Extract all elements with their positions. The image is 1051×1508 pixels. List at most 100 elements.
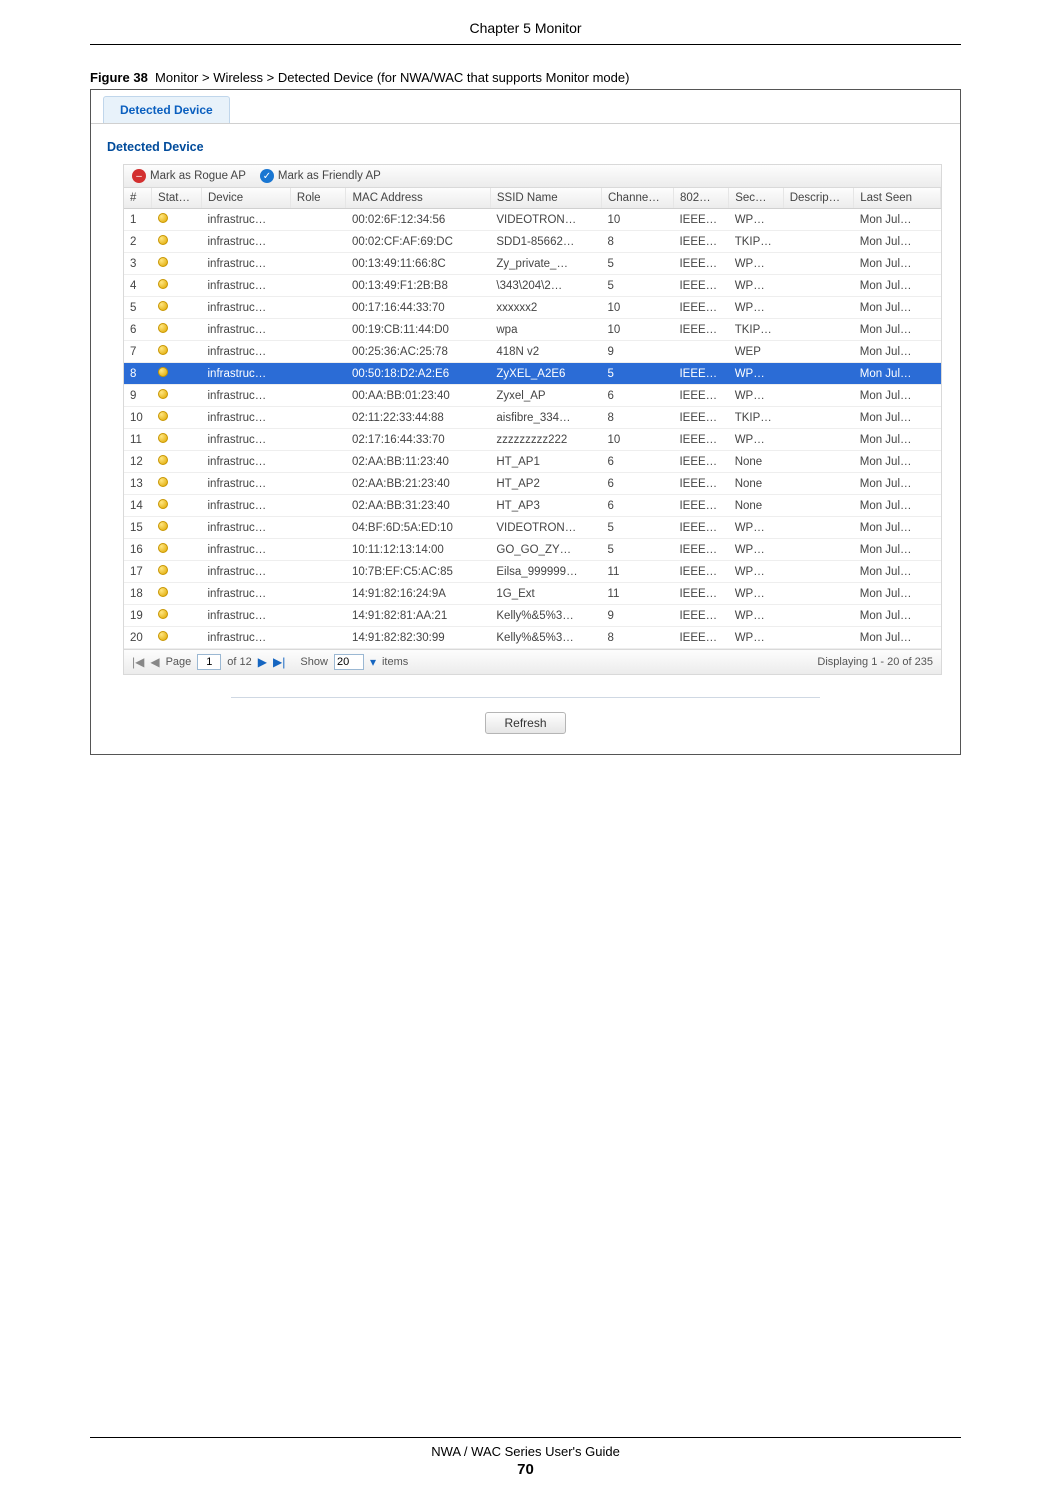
cell: HT_AP3 — [490, 495, 601, 517]
cell: WP… — [729, 385, 784, 407]
pager-last[interactable]: ▶| — [273, 655, 285, 669]
col-channel[interactable]: Channe… — [601, 188, 673, 209]
cell — [290, 407, 346, 429]
table-row[interactable]: 5infrastruc…00:17:16:44:33:70xxxxxx210IE… — [124, 297, 941, 319]
col-role[interactable]: Role — [290, 188, 346, 209]
cell: 00:02:CF:AF:69:DC — [346, 231, 490, 253]
cell — [290, 429, 346, 451]
status-icon — [158, 301, 168, 311]
mark-friendly-button[interactable]: ✓ Mark as Friendly AP — [260, 169, 381, 183]
cell — [290, 209, 346, 231]
cell: 13 — [124, 473, 152, 495]
cell: 2 — [124, 231, 152, 253]
cell: 8 — [601, 407, 673, 429]
table-row[interactable]: 6infrastruc…00:19:CB:11:44:D0wpa10IEEE…T… — [124, 319, 941, 341]
col-sec[interactable]: Sec… — [729, 188, 784, 209]
col-mac[interactable]: MAC Address — [346, 188, 490, 209]
table-row[interactable]: 17infrastruc…10:7B:EF:C5:AC:85Eilsa_9999… — [124, 561, 941, 583]
cell — [783, 297, 854, 319]
pager-show-input[interactable] — [334, 654, 364, 670]
cell: infrastruc… — [202, 473, 291, 495]
table-header-row: # Stat… Device Role MAC Address SSID Nam… — [124, 188, 941, 209]
status-icon — [158, 565, 168, 575]
pager-prev[interactable]: ◀ — [150, 655, 159, 669]
table-row[interactable]: 11infrastruc…02:17:16:44:33:70zzzzzzzzz2… — [124, 429, 941, 451]
cell — [152, 473, 202, 495]
refresh-button[interactable]: Refresh — [485, 712, 565, 734]
table-row[interactable]: 4infrastruc…00:13:49:F1:2B:B8\343\204\2…… — [124, 275, 941, 297]
cell: Mon Jul… — [854, 495, 941, 517]
pager-page-input[interactable] — [197, 654, 221, 670]
cell: aisfibre_334… — [490, 407, 601, 429]
col-status[interactable]: Stat… — [152, 188, 202, 209]
status-icon — [158, 345, 168, 355]
table-row[interactable]: 14infrastruc…02:AA:BB:31:23:40HT_AP36IEE… — [124, 495, 941, 517]
cell: WP… — [729, 583, 784, 605]
cell — [152, 495, 202, 517]
pager-next[interactable]: ▶ — [258, 655, 267, 669]
status-icon — [158, 477, 168, 487]
status-icon — [158, 389, 168, 399]
table-row[interactable]: 20infrastruc…14:91:82:82:30:99Kelly%&5%3… — [124, 627, 941, 649]
cell: WP… — [729, 253, 784, 275]
cell: WP… — [729, 561, 784, 583]
col-num[interactable]: # — [124, 188, 152, 209]
cell — [152, 319, 202, 341]
table-row[interactable]: 18infrastruc…14:91:82:16:24:9A1G_Ext11IE… — [124, 583, 941, 605]
col-ssid[interactable]: SSID Name — [490, 188, 601, 209]
panel-title: Detected Device — [107, 140, 946, 154]
cell — [290, 385, 346, 407]
cell: Mon Jul… — [854, 517, 941, 539]
table-row[interactable]: 10infrastruc…02:11:22:33:44:88aisfibre_3… — [124, 407, 941, 429]
status-icon — [158, 235, 168, 245]
table-row[interactable]: 9infrastruc…00:AA:BB:01:23:40Zyxel_AP6IE… — [124, 385, 941, 407]
cell: IEEE… — [673, 583, 728, 605]
cell: None — [729, 473, 784, 495]
col-802[interactable]: 802… — [673, 188, 728, 209]
cell: Mon Jul… — [854, 341, 941, 363]
cell — [783, 561, 854, 583]
cell: WP… — [729, 363, 784, 385]
figure-caption: Figure 38 Monitor > Wireless > Detected … — [90, 70, 961, 85]
table-row[interactable]: 8infrastruc…00:50:18:D2:A2:E6ZyXEL_A2E65… — [124, 363, 941, 385]
table-row[interactable]: 12infrastruc…02:AA:BB:11:23:40HT_AP16IEE… — [124, 451, 941, 473]
cell — [783, 627, 854, 649]
cell: 10 — [601, 429, 673, 451]
mark-rogue-button[interactable]: – Mark as Rogue AP — [132, 169, 246, 183]
pager-first[interactable]: |◀ — [132, 655, 144, 669]
cell — [783, 407, 854, 429]
table-row[interactable]: 15infrastruc…04:BF:6D:5A:ED:10VIDEOTRON…… — [124, 517, 941, 539]
cell — [152, 627, 202, 649]
cell: IEEE… — [673, 275, 728, 297]
cell: Zyxel_AP — [490, 385, 601, 407]
cell — [152, 209, 202, 231]
table-row[interactable]: 7infrastruc…00:25:36:AC:25:78418N v29WEP… — [124, 341, 941, 363]
table-row[interactable]: 1infrastruc…00:02:6F:12:34:56VIDEOTRON…1… — [124, 209, 941, 231]
cell — [783, 385, 854, 407]
cell: Mon Jul… — [854, 539, 941, 561]
cell: Kelly%&5%3… — [490, 627, 601, 649]
col-device[interactable]: Device — [202, 188, 291, 209]
table-row[interactable]: 19infrastruc…14:91:82:81:AA:21Kelly%&5%3… — [124, 605, 941, 627]
cell: IEEE… — [673, 517, 728, 539]
pager-show-dropdown-icon[interactable]: ▾ — [370, 655, 376, 669]
col-last[interactable]: Last Seen — [854, 188, 941, 209]
cell — [152, 583, 202, 605]
cell: 00:50:18:D2:A2:E6 — [346, 363, 490, 385]
col-desc[interactable]: Descrip… — [783, 188, 854, 209]
cell — [783, 605, 854, 627]
cell: 9 — [601, 605, 673, 627]
cell: TKIP… — [729, 407, 784, 429]
cell — [290, 341, 346, 363]
status-icon — [158, 323, 168, 333]
table-row[interactable]: 16infrastruc…10:11:12:13:14:00GO_GO_ZY…5… — [124, 539, 941, 561]
table-row[interactable]: 3infrastruc…00:13:49:11:66:8CZy_private_… — [124, 253, 941, 275]
table-row[interactable]: 13infrastruc…02:AA:BB:21:23:40HT_AP26IEE… — [124, 473, 941, 495]
tab-detected-device[interactable]: Detected Device — [103, 96, 230, 123]
pager-show-label: Show — [300, 656, 328, 668]
cell — [290, 275, 346, 297]
cell: 18 — [124, 583, 152, 605]
cell — [152, 429, 202, 451]
table-row[interactable]: 2infrastruc…00:02:CF:AF:69:DCSDD1-85662…… — [124, 231, 941, 253]
cell: infrastruc… — [202, 253, 291, 275]
